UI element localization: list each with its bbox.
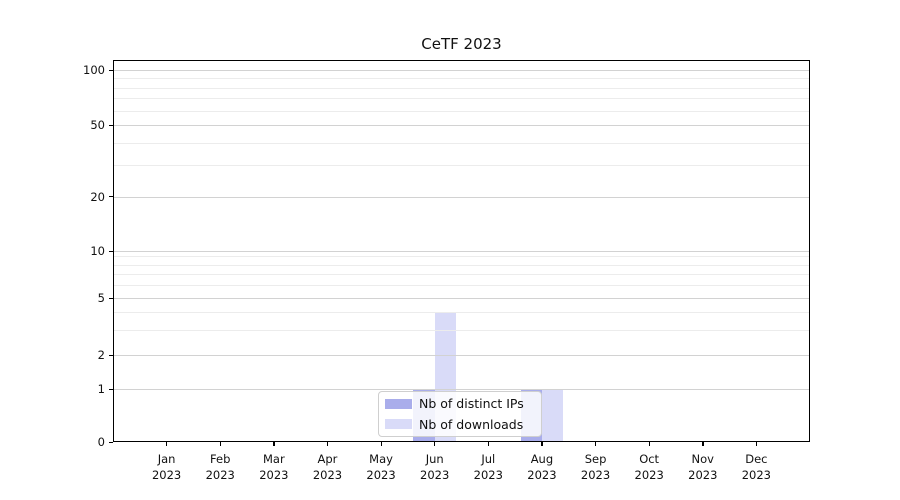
x-tick-mark xyxy=(166,442,168,446)
y-tick-mark xyxy=(109,441,113,443)
legend-swatch-downloads xyxy=(385,419,412,430)
y-tick-label: 100 xyxy=(83,63,105,77)
gridline-minor xyxy=(114,98,809,100)
x-tick-year: 2023 xyxy=(205,467,235,482)
x-tick-month: Jan xyxy=(157,452,176,466)
x-tick-month: Apr xyxy=(317,452,338,466)
x-tick-label: Jan 2023 xyxy=(139,452,195,483)
plot-area xyxy=(113,60,810,442)
y-tick-mark xyxy=(109,388,113,390)
x-tick-mark xyxy=(487,442,490,446)
x-tick-year: 2023 xyxy=(420,467,450,482)
x-tick-year: 2023 xyxy=(151,467,182,482)
x-tick-mark xyxy=(434,442,436,446)
gridline-minor xyxy=(114,165,809,167)
legend: Nb of distinct IPs Nb of downloads xyxy=(378,391,542,437)
x-tick-label: Mar 2023 xyxy=(246,452,302,483)
gridline-minor xyxy=(114,330,809,332)
y-tick-label: 2 xyxy=(97,348,105,362)
gridline-major xyxy=(114,298,809,299)
gridline-minor xyxy=(114,256,809,258)
x-tick-month: Feb xyxy=(210,452,231,466)
y-tick-label: 50 xyxy=(90,118,105,132)
x-tick-month: Nov xyxy=(691,452,714,466)
x-tick-year: 2023 xyxy=(312,467,343,482)
x-tick-mark xyxy=(541,442,543,446)
x-tick-year: 2023 xyxy=(527,467,557,482)
y-tick-label: 0 xyxy=(97,435,105,449)
x-tick-mark xyxy=(648,442,650,446)
x-tick-month: Jun xyxy=(425,452,444,466)
legend-label-distinct-ips: Nb of distinct IPs xyxy=(419,396,524,412)
x-tick-label: Oct 2023 xyxy=(621,452,677,483)
bar-downloads-aug xyxy=(541,389,564,442)
x-tick-label: Feb 2023 xyxy=(192,452,248,483)
gridline-major xyxy=(114,355,809,356)
legend-entry-downloads: Nb of downloads xyxy=(385,417,535,433)
x-tick-year: 2023 xyxy=(366,467,396,482)
x-tick-month: Jul xyxy=(481,452,496,466)
gridline-minor xyxy=(114,87,809,89)
x-tick-year: 2023 xyxy=(259,467,289,482)
gridline-major xyxy=(114,70,809,71)
gridline-major xyxy=(114,196,809,198)
gridline-major xyxy=(114,251,809,252)
legend-entry-distinct-ips: Nb of distinct IPs xyxy=(385,396,535,412)
x-tick-year: 2023 xyxy=(688,467,718,482)
y-tick-mark xyxy=(109,250,113,252)
x-tick-mark xyxy=(273,442,275,446)
legend-label-downloads: Nb of downloads xyxy=(419,416,524,432)
x-tick-year: 2023 xyxy=(634,467,664,482)
y-tick-label: 1 xyxy=(97,382,105,396)
gridline-minor xyxy=(114,110,809,112)
y-tick-mark xyxy=(109,69,113,71)
legend-swatch-distinct-ips xyxy=(385,398,412,409)
y-tick-label: 20 xyxy=(90,189,105,204)
x-tick-label: May 2023 xyxy=(353,452,409,483)
y-tick-mark xyxy=(109,297,113,299)
x-tick-label: Nov 2023 xyxy=(675,452,731,483)
x-tick-label: Dec 2023 xyxy=(728,452,784,483)
gridline-minor xyxy=(114,285,809,287)
y-tick-mark xyxy=(109,196,113,198)
gridline-major xyxy=(114,125,809,126)
gridline-major xyxy=(114,389,809,390)
x-tick-label: Jun 2023 xyxy=(407,452,463,483)
x-tick-label: Sep 2023 xyxy=(568,452,624,483)
x-tick-mark xyxy=(702,442,704,446)
x-tick-mark xyxy=(380,442,382,446)
y-tick-mark xyxy=(109,124,113,126)
y-tick-label: 5 xyxy=(97,291,105,305)
x-tick-label: Aug 2023 xyxy=(514,452,570,483)
x-tick-month: Mar xyxy=(262,452,285,466)
x-tick-month: Dec xyxy=(745,452,768,466)
x-tick-mark xyxy=(326,442,329,446)
y-tick-label: 10 xyxy=(90,244,105,258)
x-tick-year: 2023 xyxy=(580,467,611,482)
x-tick-month: Sep xyxy=(584,452,607,466)
x-tick-label: Apr 2023 xyxy=(299,452,355,483)
x-tick-label: Jul 2023 xyxy=(460,452,516,483)
chart-title: CeTF 2023 xyxy=(421,35,502,53)
gridline-minor xyxy=(114,142,809,144)
gridline-minor xyxy=(114,312,809,314)
gridline-minor xyxy=(114,274,809,276)
x-tick-year: 2023 xyxy=(473,467,503,482)
x-tick-mark xyxy=(219,442,222,446)
gridline-minor xyxy=(114,264,809,266)
x-tick-mark xyxy=(755,442,758,446)
gridline-minor xyxy=(114,78,809,80)
x-tick-mark xyxy=(595,442,597,446)
x-tick-year: 2023 xyxy=(741,467,772,482)
y-tick-mark xyxy=(109,354,113,356)
x-tick-month: Aug xyxy=(530,452,554,466)
x-tick-month: Oct xyxy=(639,452,660,466)
x-tick-month: May xyxy=(369,452,393,466)
